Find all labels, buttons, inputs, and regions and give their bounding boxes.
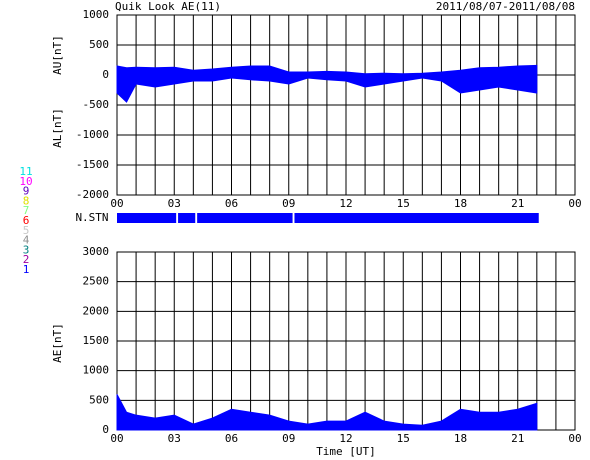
x-tick-label: 18 — [454, 432, 467, 445]
x-tick-label: 06 — [225, 197, 238, 210]
x-tick-label: 03 — [168, 197, 181, 210]
station-count: 8 — [23, 194, 30, 207]
station-count: 5 — [23, 224, 30, 237]
station-count: 6 — [23, 214, 30, 227]
nstn-label: N.STN — [75, 211, 108, 224]
x-tick-label: 00 — [568, 432, 581, 445]
y-tick-label: 0 — [102, 423, 109, 436]
station-count: 9 — [23, 185, 30, 198]
date-range: 2011/08/07-2011/08/08 — [436, 0, 575, 13]
x-tick-label: 12 — [339, 432, 352, 445]
x-tick-label: 12 — [339, 197, 352, 210]
station-count: 11 — [19, 165, 32, 178]
x-tick-label: 21 — [511, 432, 524, 445]
x-tick-label: 03 — [168, 432, 181, 445]
station-count: 10 — [19, 175, 32, 188]
area-au — [116, 64, 538, 76]
y-tick-label: -1000 — [76, 128, 109, 141]
area-al — [116, 74, 538, 103]
y-tick-label: -500 — [83, 98, 110, 111]
y-tick-label: 1000 — [83, 8, 110, 21]
area-ae — [116, 394, 538, 431]
y-tick-label: 0 — [102, 68, 109, 81]
station-count: 7 — [23, 204, 30, 217]
station-count: 1 — [23, 263, 30, 276]
y-tick-label: 2000 — [83, 304, 110, 317]
nstn-segment — [178, 213, 196, 223]
x-tick-label: 09 — [282, 432, 295, 445]
y-tick-label: -1500 — [76, 158, 109, 171]
y-tick-label: 1000 — [83, 364, 110, 377]
x-tick-label: 00 — [110, 197, 123, 210]
nstn-segment — [294, 213, 539, 223]
x-tick-label: 09 — [282, 197, 295, 210]
x-tick-label: 15 — [397, 197, 410, 210]
x-tick-label: 15 — [397, 432, 410, 445]
x-tick-label: 21 — [511, 197, 524, 210]
y-label-al: AL[nT] — [51, 108, 64, 148]
y-tick-label: 2500 — [83, 275, 110, 288]
nstn-segment — [117, 213, 177, 223]
y-tick-label: 3000 — [83, 245, 110, 258]
station-count: 3 — [23, 243, 30, 256]
station-count: 2 — [23, 253, 30, 266]
nstn-segment — [197, 213, 293, 223]
station-count: 4 — [23, 234, 30, 247]
y-tick-label: 500 — [89, 393, 109, 406]
x-tick-label: 18 — [454, 197, 467, 210]
x-tick-label: 00 — [568, 197, 581, 210]
y-tick-label: 500 — [89, 38, 109, 51]
x-label: Time [UT] — [316, 445, 376, 458]
y-tick-label: -2000 — [76, 188, 109, 201]
y-label-ae: AE[nT] — [51, 323, 64, 363]
x-tick-label: 00 — [110, 432, 123, 445]
x-tick-label: 06 — [225, 432, 238, 445]
y-tick-label: 1500 — [83, 334, 110, 347]
chart-title: Quik Look AE(11) — [115, 0, 221, 13]
y-label-au: AU[nT] — [51, 35, 64, 75]
